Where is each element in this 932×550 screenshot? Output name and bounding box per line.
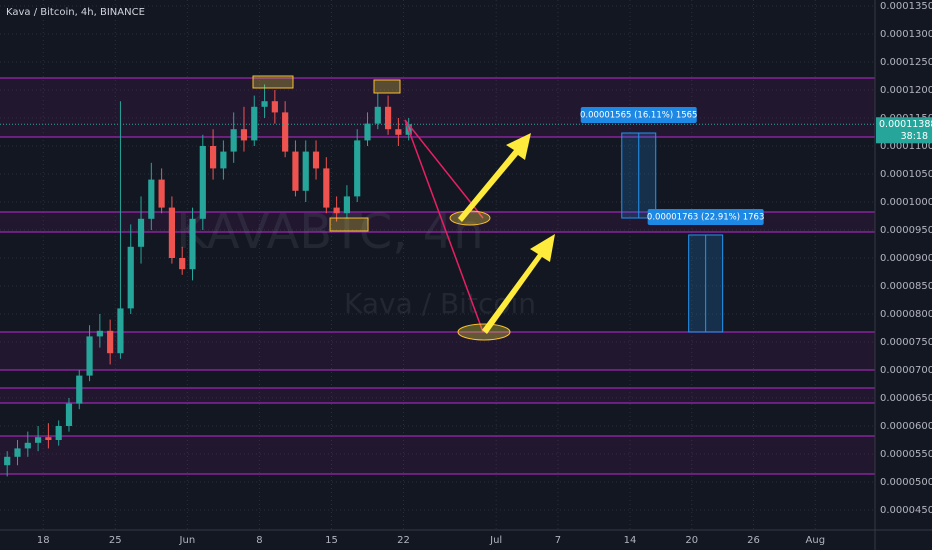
- candle-body: [220, 151, 227, 169]
- x-tick-label: Jul: [489, 535, 502, 546]
- x-tick-label: Jun: [179, 535, 196, 546]
- measure-label: 0.00001565 (16.11%) 1565: [580, 111, 697, 121]
- highlight: [373, 79, 401, 94]
- path-line: [404, 119, 484, 219]
- x-tick-label: 7: [555, 535, 561, 546]
- candle-body: [65, 403, 73, 427]
- candle-body: [364, 123, 371, 141]
- candle-body: [148, 179, 155, 219]
- candle-body: [14, 448, 21, 457]
- candle-body: [282, 112, 289, 152]
- path-line: [404, 119, 484, 333]
- candle-body: [158, 179, 165, 208]
- x-tick-label: 26: [747, 535, 760, 546]
- candle-body: [179, 257, 186, 270]
- x-tick-label: 20: [685, 535, 698, 546]
- chart-title: Kava / Bitcoin, 4h, BINANCE: [6, 7, 145, 18]
- ellipse: [457, 323, 511, 341]
- candle-body: [312, 151, 320, 169]
- candle-body: [96, 330, 103, 337]
- measure-label: 0.00001763 (22.91%) 1763: [647, 212, 764, 222]
- candle-body: [354, 140, 361, 197]
- candle-body: [292, 151, 299, 191]
- candle-body: [210, 145, 217, 169]
- candle-body: [107, 330, 114, 354]
- candle-body: [374, 106, 381, 124]
- candle-body: [251, 106, 258, 141]
- candle-body: [4, 456, 11, 466]
- ellipse: [449, 210, 491, 226]
- x-tick-label: 15: [325, 535, 338, 546]
- candle-body: [395, 129, 402, 135]
- candle-body: [343, 196, 350, 214]
- candle-body: [385, 106, 392, 130]
- y-tick-label: 0.00013500: [880, 1, 932, 12]
- price-axis: [875, 0, 932, 530]
- candle-body: [189, 218, 196, 270]
- candle-body: [24, 442, 31, 449]
- drawings: [252, 75, 555, 341]
- highlight: [252, 75, 294, 89]
- measure-label-bg: [580, 107, 697, 124]
- arrow: [482, 234, 555, 334]
- zone: [0, 436, 875, 474]
- candle-body: [261, 101, 268, 107]
- candle-body: [333, 207, 340, 214]
- countdown: 38:18: [901, 131, 928, 142]
- zone: [0, 78, 875, 137]
- candle-body: [55, 426, 62, 441]
- candle-body: [271, 101, 278, 113]
- watermark: KAVABTC, 4h: [176, 204, 483, 260]
- x-tick-label: 18: [37, 535, 50, 546]
- candle-body: [230, 129, 237, 152]
- candle-body: [240, 129, 248, 141]
- candle-body: [45, 437, 52, 441]
- candle-body: [35, 437, 42, 443]
- candle-body: [137, 218, 145, 247]
- arrow: [458, 133, 531, 222]
- x-tick-label: Aug: [806, 535, 826, 546]
- last-price-label: 0.00011388: [879, 119, 932, 130]
- x-tick-label: 25: [109, 535, 122, 546]
- time-axis: [0, 530, 932, 550]
- zone: [0, 331, 875, 371]
- candle-body: [168, 207, 175, 258]
- candle-body: [117, 308, 124, 354]
- x-tick-label: 22: [397, 535, 410, 546]
- candle-body: [127, 246, 134, 309]
- highlight: [329, 217, 369, 232]
- candle-body: [76, 375, 83, 404]
- zone: [0, 387, 875, 403]
- candle-body: [323, 168, 330, 208]
- measure-label-bg: [647, 208, 764, 225]
- last-price-tag: [876, 117, 932, 144]
- x-tick-label: 14: [624, 535, 637, 546]
- candle-body: [302, 151, 309, 191]
- candle-body: [199, 145, 206, 219]
- candle-body: [86, 336, 93, 376]
- x-tick-label: 8: [256, 535, 262, 546]
